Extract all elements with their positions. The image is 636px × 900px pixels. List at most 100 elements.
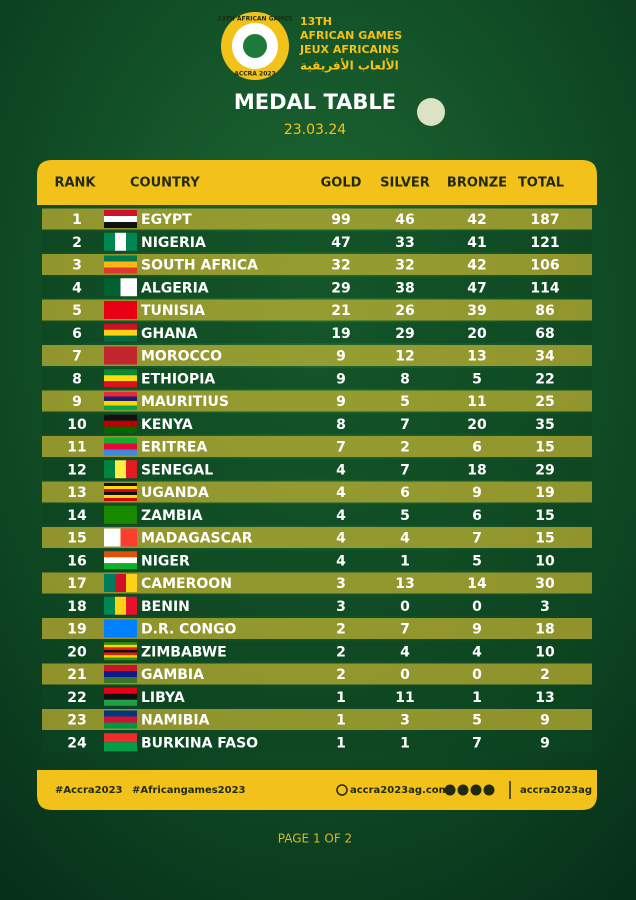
cell: 20	[467, 417, 487, 433]
table-row: 2 NIGERIA 47 33 41 121	[42, 231, 592, 253]
flag-stripe	[120, 278, 137, 297]
flag-stripe	[104, 392, 137, 397]
flag-stripe	[104, 489, 137, 492]
row-band	[42, 709, 592, 730]
cell: 4	[336, 553, 346, 569]
row-band	[42, 299, 592, 321]
row-band	[42, 527, 592, 548]
cell: 1	[72, 212, 82, 228]
cell: 0	[472, 599, 482, 615]
row-band	[42, 618, 592, 639]
flag-stripe	[115, 460, 126, 479]
column-header: SILVER	[380, 176, 430, 191]
cell: 3	[540, 599, 550, 615]
cell: 2	[72, 235, 82, 251]
cell: 5	[472, 553, 482, 569]
country-name: BURKINA FASO	[141, 735, 258, 751]
flag-stripe	[104, 498, 137, 501]
flag-stripe	[126, 574, 137, 592]
country-name: NAMIBIA	[141, 713, 210, 729]
row-band	[42, 367, 592, 389]
cell: 13	[67, 485, 86, 501]
cell: 1	[472, 690, 482, 706]
country-name: MADAGASCAR	[141, 531, 253, 547]
flag-stripe	[104, 665, 137, 671]
country-name: ZIMBABWE	[141, 644, 227, 660]
cell: 4	[336, 462, 346, 478]
flag-stripe	[104, 261, 137, 268]
cell: 8	[336, 417, 346, 433]
logo-city: ACCRA 2023	[234, 71, 276, 78]
cell: 6	[472, 508, 482, 524]
cell: 34	[535, 349, 555, 365]
cell: 12	[395, 349, 414, 365]
country-name: LIBYA	[141, 690, 185, 706]
cell: 17	[67, 576, 86, 592]
date: 23.03.24	[284, 122, 346, 138]
table-row: 16 NIGER 4 1 5 10	[42, 549, 592, 571]
table-row: 20 ZIMBABWE 2 4 4 10	[42, 640, 592, 662]
table-row: 15 MADAGASCAR 4 4 7 15	[42, 527, 592, 548]
cell: 3	[336, 576, 346, 592]
cell: 2	[336, 644, 346, 660]
logo-ring-text: 13TH AFRICAN GAMES	[217, 16, 292, 23]
flag-stripe	[104, 644, 137, 648]
cell: 10	[67, 417, 87, 433]
cell: 38	[395, 280, 414, 296]
table-row: 4 ALGERIA 29 38 47 114	[42, 276, 592, 298]
flag-stripe	[104, 335, 137, 342]
flag-stripe	[104, 716, 137, 723]
country-name: GHANA	[141, 326, 198, 342]
stadium-light	[417, 98, 445, 126]
flag-stripe	[104, 483, 137, 486]
cell: 9	[336, 371, 346, 387]
cell: 9	[72, 394, 82, 410]
flag-stripe	[104, 742, 137, 752]
flag-stripe	[104, 329, 137, 336]
cell: 7	[400, 622, 410, 638]
flag-stripe	[126, 460, 137, 479]
row-band	[42, 458, 592, 480]
cell: 11	[395, 690, 414, 706]
country-name: ALGERIA	[141, 280, 209, 296]
row-band	[42, 663, 592, 685]
country-name: D.R. CONGO	[141, 622, 237, 638]
flag-stripe	[104, 671, 137, 677]
flag-stripe	[104, 657, 137, 661]
flag-stripe	[104, 346, 137, 365]
cell: 4	[400, 644, 410, 660]
country-name: ETHIOPIA	[141, 371, 215, 387]
cell: 1	[336, 713, 346, 729]
row-band	[42, 231, 592, 253]
cell: 7	[72, 349, 82, 365]
hashtag: #Africangames2023	[132, 785, 246, 796]
flag-stripe	[104, 693, 137, 700]
cell: 7	[472, 531, 482, 547]
edition: 13TH	[300, 15, 332, 28]
cell: 9	[336, 394, 346, 410]
flag-stripe	[104, 619, 137, 638]
cell: 187	[530, 212, 559, 228]
flag-stripe	[104, 647, 137, 650]
flag-stripe	[115, 232, 126, 251]
flag-stripe	[104, 557, 137, 564]
cell: 21	[331, 303, 350, 319]
cell: 12	[67, 462, 86, 478]
country-name: BENIN	[141, 599, 190, 615]
cell: 2	[336, 622, 346, 638]
cell: 33	[395, 235, 414, 251]
cell: 20	[467, 326, 487, 342]
row-band	[42, 208, 592, 230]
cell: 2	[336, 667, 346, 683]
cell: 19	[331, 326, 350, 342]
flag-stripe	[104, 687, 137, 694]
cell: 19	[67, 622, 86, 638]
cell: 5	[472, 713, 482, 729]
cell: 0	[400, 667, 410, 683]
flag-stripe	[104, 492, 137, 495]
flag-stripe	[104, 414, 137, 421]
column-header: GOLD	[321, 176, 362, 191]
cell: 2	[400, 440, 410, 456]
